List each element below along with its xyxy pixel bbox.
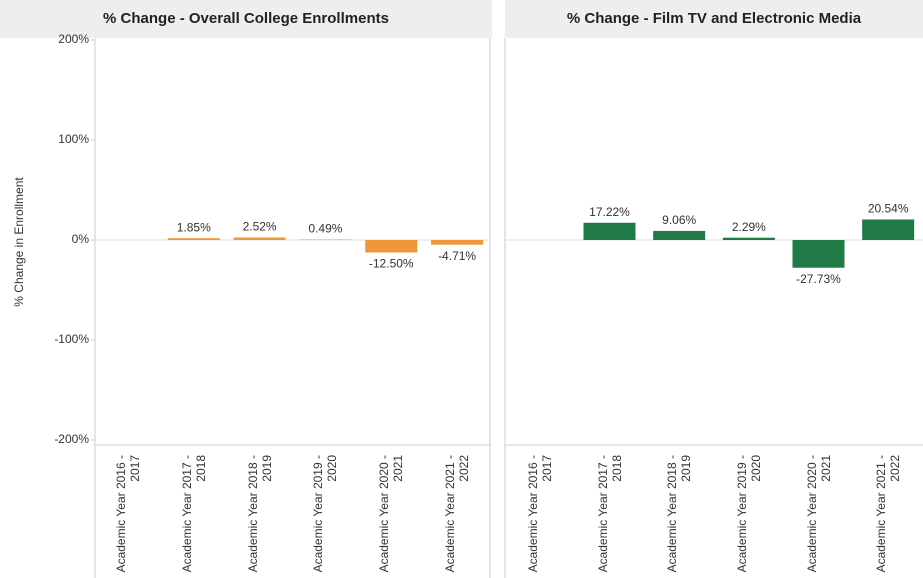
bar xyxy=(233,237,286,240)
bar xyxy=(365,240,418,253)
data-label: 9.06% xyxy=(662,213,696,227)
y-tick-label: 200% xyxy=(58,32,89,46)
x-tick-label: Academic Year 2018 - 2019 xyxy=(665,455,694,573)
x-tick-label: Academic Year 2019 - 2020 xyxy=(734,455,763,573)
bar xyxy=(792,240,845,268)
bar xyxy=(862,219,915,240)
data-label: -12.50% xyxy=(369,257,414,271)
bar xyxy=(431,240,484,245)
x-tick-label: Academic Year 2021 - 2022 xyxy=(874,455,903,573)
data-label: -27.73% xyxy=(796,272,841,286)
data-label: 1.85% xyxy=(177,220,211,234)
x-tick-label: Academic Year 2017 - 2018 xyxy=(179,455,208,573)
data-label: 0.49% xyxy=(308,222,342,236)
y-tick-label: -100% xyxy=(54,332,89,346)
x-tick-label: Academic Year 2019 - 2020 xyxy=(311,455,340,573)
y-tick-label: 100% xyxy=(58,132,89,146)
bar xyxy=(722,237,775,240)
data-label: 2.29% xyxy=(732,220,766,234)
x-tick-label: Academic Year 2016 - 2017 xyxy=(525,455,554,573)
y-axis-label: % Change in Enrollment xyxy=(12,177,26,307)
x-tick-label: Academic Year 2020 - 2021 xyxy=(377,455,406,573)
bar xyxy=(167,238,220,240)
title-bar xyxy=(0,0,492,38)
x-tick-label: Academic Year 2016 - 2017 xyxy=(113,455,142,573)
x-tick-label: Academic Year 2017 - 2018 xyxy=(595,455,624,573)
chart-title: % Change - Overall College Enrollments xyxy=(103,10,389,27)
bar xyxy=(653,230,706,240)
data-label: 17.22% xyxy=(589,205,630,219)
y-tick-label: -200% xyxy=(54,432,89,446)
title-bar xyxy=(505,0,923,38)
data-label: 2.52% xyxy=(243,220,277,234)
x-tick-label: Academic Year 2021 - 2022 xyxy=(443,455,472,573)
x-tick-label: Academic Year 2018 - 2019 xyxy=(245,455,274,573)
y-tick-label: 0% xyxy=(72,232,90,246)
chart-title: % Change - Film TV and Electronic Media xyxy=(567,10,862,27)
x-tick-label: Academic Year 2020 - 2021 xyxy=(804,455,833,573)
data-label: 20.54% xyxy=(868,202,909,216)
bar xyxy=(583,222,636,240)
data-label: -4.71% xyxy=(438,249,476,263)
